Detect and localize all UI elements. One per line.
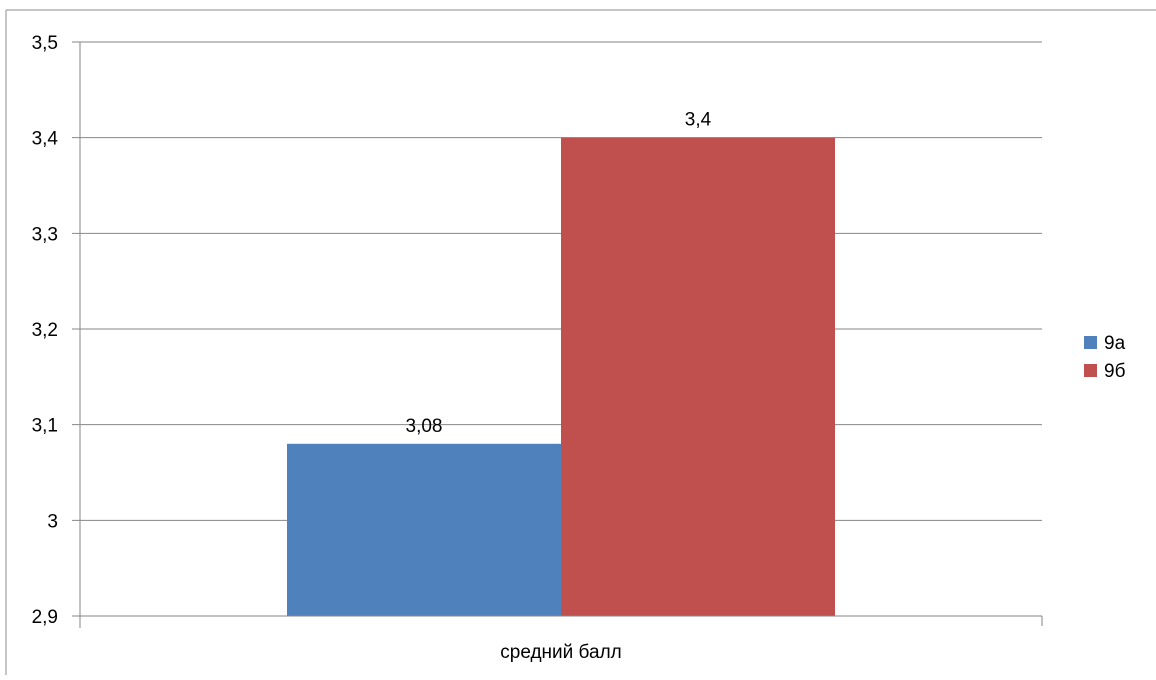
y-tick-label: 3,5 — [32, 33, 58, 54]
y-tick-label: 3 — [47, 511, 58, 532]
y-tick-label: 2,9 — [32, 607, 58, 628]
labels: 2,9 3 3,1 3,2 3,3 3,4 3,5 3,08 3,4 средний балл — [32, 33, 712, 663]
y-tick-label: 3,2 — [32, 320, 58, 341]
y-tick-label: 3,4 — [32, 129, 59, 150]
legend-label: 9б — [1104, 361, 1126, 382]
data-label: 3,4 — [685, 110, 712, 131]
legend-swatch — [1084, 364, 1097, 377]
axes — [79, 42, 1043, 628]
x-category-label: средний балл — [500, 642, 622, 663]
legend-swatch — [1084, 336, 1097, 349]
y-tick-label: 3,3 — [32, 224, 58, 245]
bar-1 — [287, 443, 561, 616]
bars — [287, 137, 835, 616]
bar-2 — [561, 137, 835, 616]
legend-label: 9а — [1104, 333, 1126, 354]
y-tick-label: 3,1 — [32, 416, 58, 437]
data-label: 3,08 — [406, 416, 443, 437]
